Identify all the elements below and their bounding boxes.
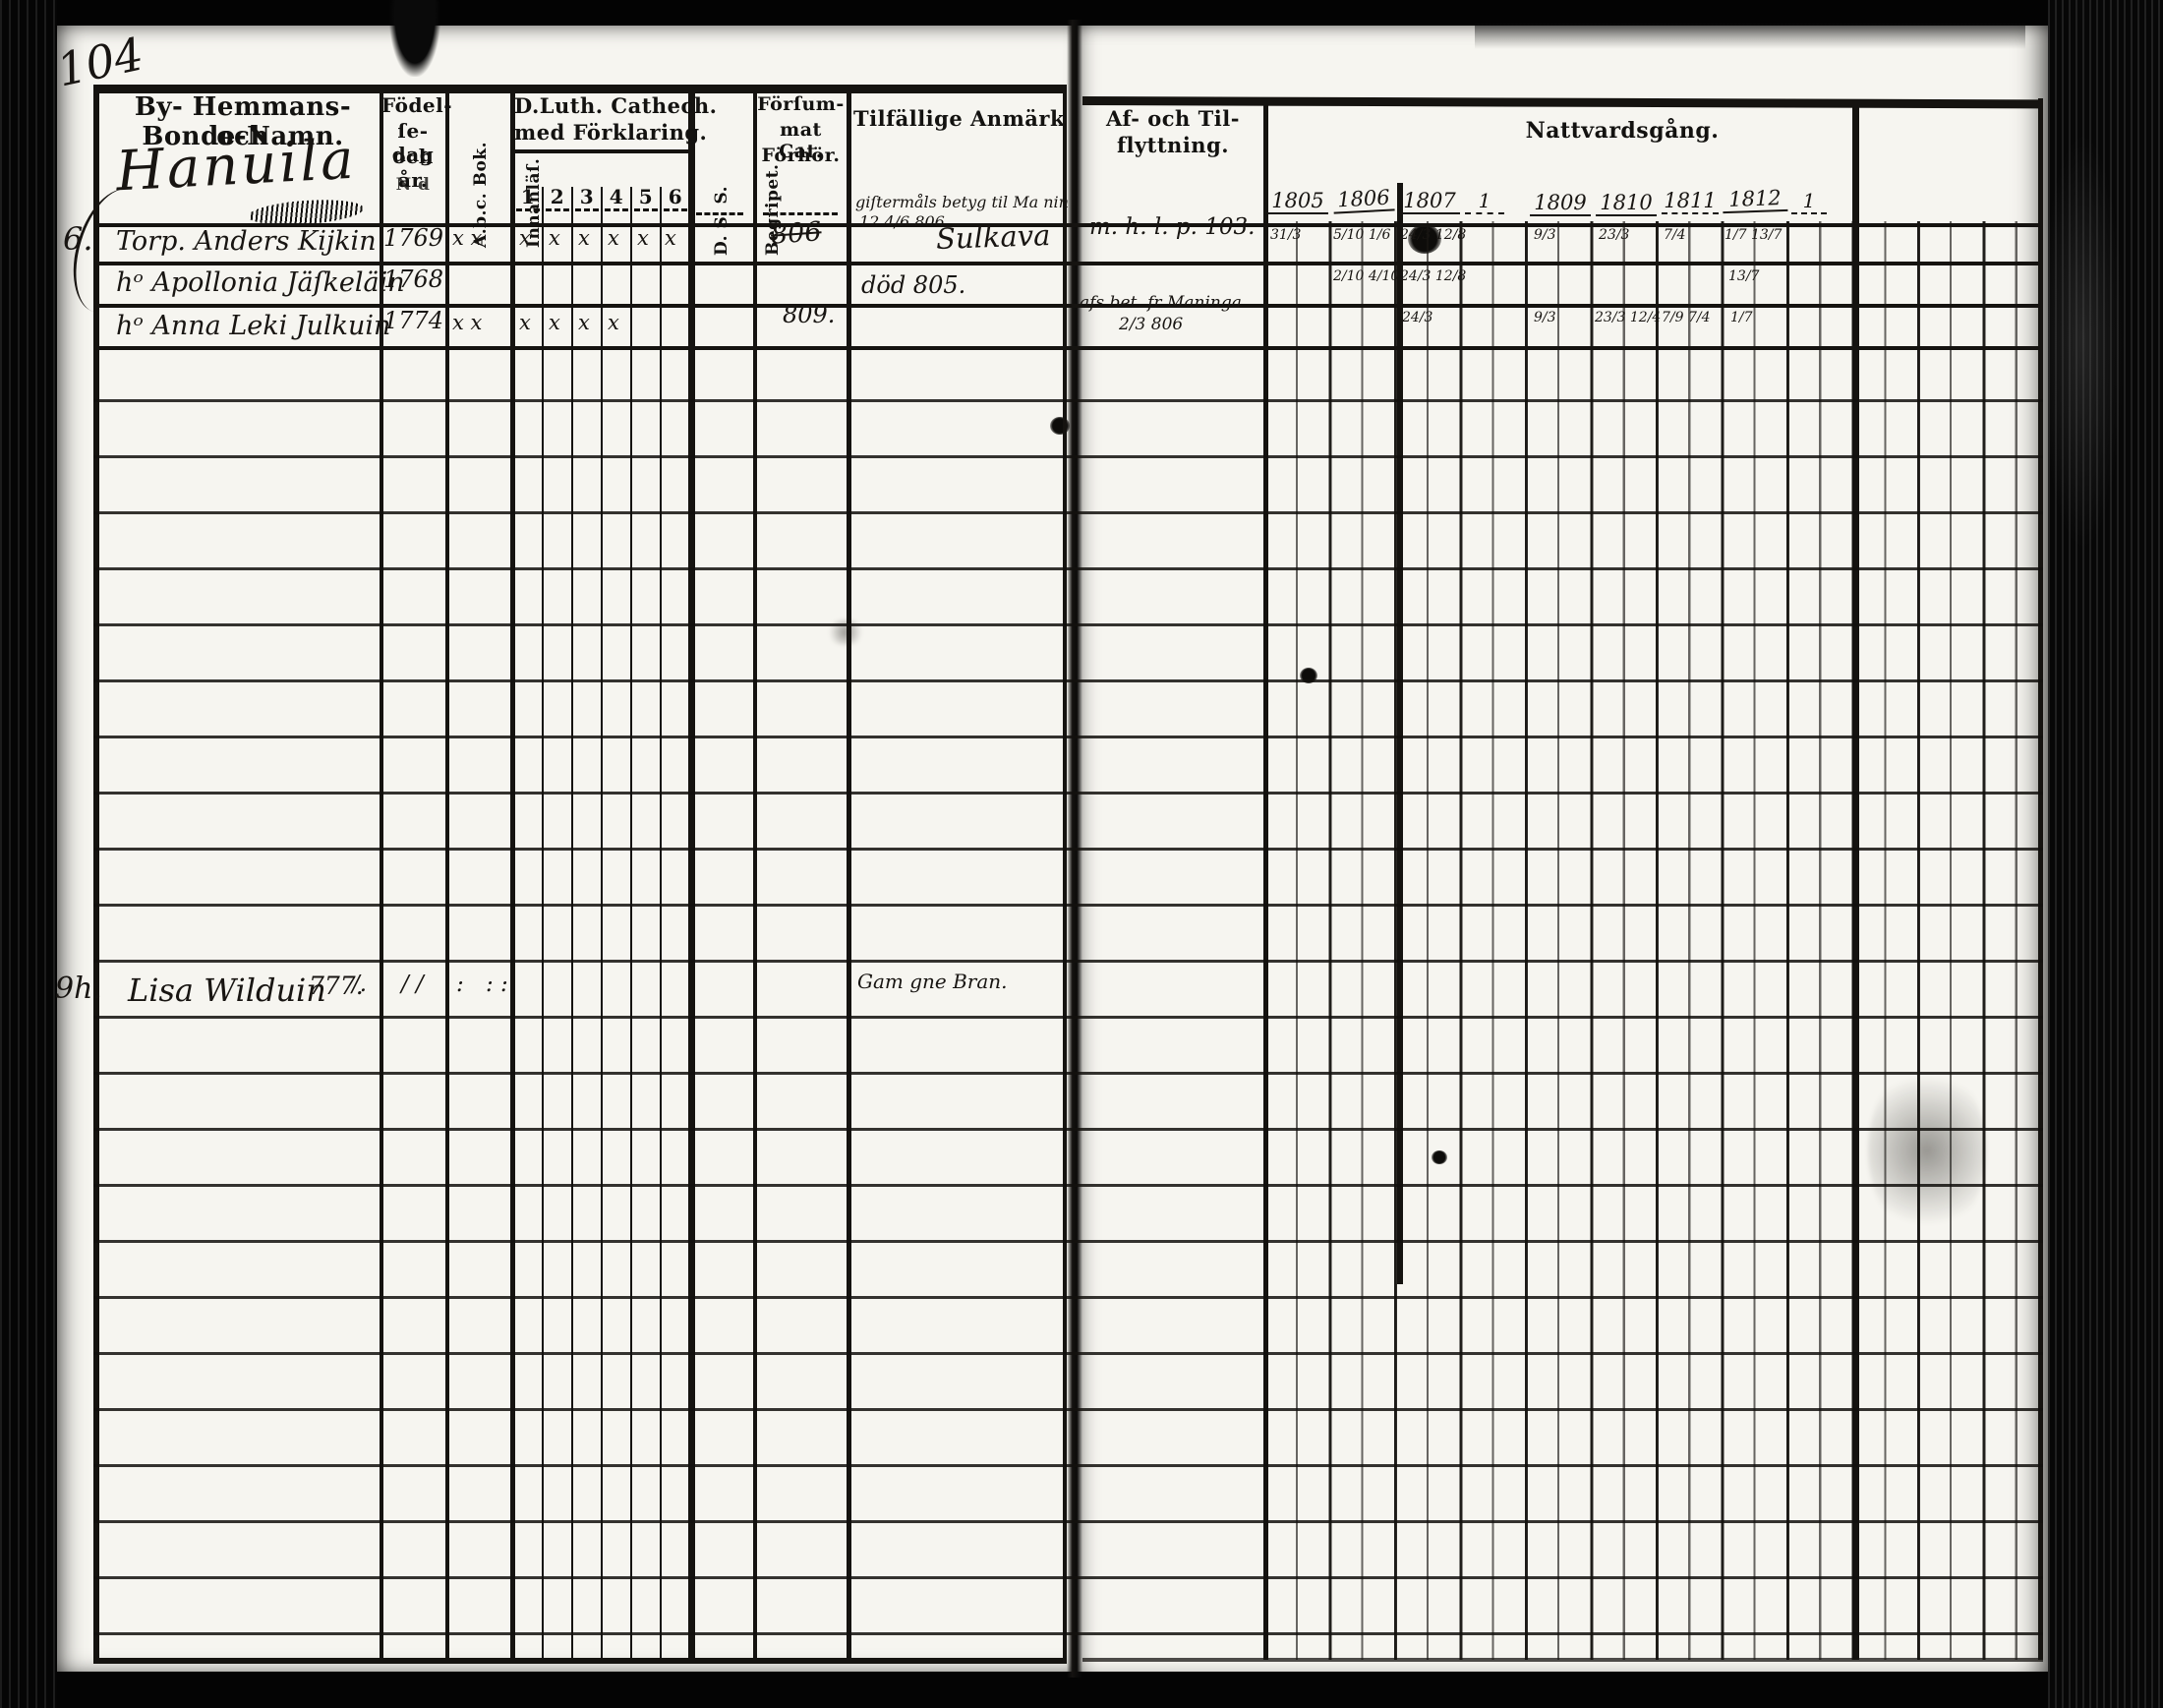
communion-mark: 31/3 [1270,227,1302,243]
remark: giſtermåls betyg til Ma nin [855,193,1069,211]
abc-marks: /. [352,972,368,997]
communion-mark: 24/3 12/8 [1400,268,1467,284]
col-header-flyttning-2: flyttning. [1116,133,1230,157]
remark: 12 4/6 806. [859,212,950,231]
person-name: Torp. Anders Kijkin [116,226,377,257]
col-header-birth-3: och år. [392,145,434,192]
ink-tear-mark [389,0,440,77]
year-label: 1805 [1267,189,1328,214]
cathech-col-4: 4 [605,185,628,211]
abc-marks: x x [452,226,483,250]
village-name: Hanuila [114,127,359,205]
communion-mark: 7/9 7/4 [1662,310,1711,325]
moved-entry: afs bet. fr Maninga [1080,293,1242,313]
communion-mark: 9/3 [1534,310,1556,325]
year-label: 1807 [1399,189,1460,214]
cathech-mark: x [519,311,531,334]
cathech-mark: / / [401,972,424,997]
year-label: 1811 [1662,189,1719,214]
birth-year: 1768. [383,265,451,293]
col-header-forsummat-1: Förſum- [757,93,845,115]
grid-line-h [93,304,2043,308]
cathech-mark: x [549,226,560,250]
year-label: 1812 [1722,185,1788,214]
scan-edge-bottom [0,1672,2163,1708]
birth-year: 777. [309,972,364,1000]
communion-mark: 13/7 [1728,268,1760,284]
cathech-mark: x [665,226,676,250]
year-label: 1 [1465,189,1504,214]
forsummat-entry: 806 [769,216,823,251]
cathech-mark: x [578,311,590,334]
forsummat-entry: 809. [783,301,836,328]
col-header-abc: A.b.c. Bok. Innanläſ. [471,141,544,248]
birth-year: 1774. [383,307,451,334]
grid-line-h [93,262,2043,265]
col-header-flyttning-1: Af- och Til- [1106,106,1240,131]
scan-edge-left [0,0,57,1708]
cathech-col-5: 5 [634,185,658,211]
col-header-forsummat-2: mat Cat. [779,119,823,162]
remark: död 805. [861,271,966,299]
household-number: 9h. [55,972,102,1006]
grid-line-h [696,212,743,215]
col-header-birth-4: N d [395,175,431,195]
birth-year: 1769. [383,224,451,252]
col-header-anmarkning: Tilfällige Anmärkning [853,106,1065,131]
col-header-forsummat-3: Förhör. [761,145,841,166]
cathech-mark: x [608,311,619,334]
person-name: hᵒ Apollonia Jäſkeläin [116,267,405,298]
grid-line-h [93,346,2043,350]
grid-line-h [512,149,690,153]
remark-place: Sulkava [935,217,1051,257]
communion-mark: 1/7 13/7 [1725,227,1783,243]
col-header-birth-1: Födel- [381,93,453,117]
communion-mark: 1/7 [1730,310,1753,325]
year-label: 1809 [1530,191,1591,216]
col-header-nattvardsgang: Nattvardsgång. [1525,118,1720,144]
cathech-col-3: 3 [575,185,599,211]
col-header-cathech-2: med Förklaring. [514,120,708,145]
col-header-names-1: By- Hemmans- och [134,92,352,151]
communion-mark: 23/3 12/4 [1595,310,1662,325]
cathech-mark: x [578,226,590,250]
cathech-mark: x [608,226,619,250]
cathech-mark: : [456,972,464,997]
grid-line-h [93,85,1067,93]
communion-mark: 2/10 4/10 [1333,268,1400,284]
cathech-mark: x [519,226,531,250]
cathech-mark: x [637,226,649,250]
col-header-begripet: D. S. S. Begripet. [712,163,783,256]
remark: Gam gne Bran. [857,970,1008,993]
year-label: 1806 [1332,185,1395,214]
row-lines [93,399,2043,1662]
communion-mark: 24/3 12/8 [1400,227,1467,243]
household-number: 6. [63,220,93,258]
cathech-mark: : : [486,972,508,997]
communion-mark: 5/10 1/6 [1333,227,1391,243]
abc-marks: x x [452,311,483,334]
grid-line-h [93,223,2043,227]
person-name: hᵒ Anna Leki Julkuin [116,311,391,341]
cathech-mark: x [549,311,560,334]
communion-mark: 24/3 [1402,310,1433,325]
communion-mark: 9/3 [1534,227,1556,243]
cathech-col-6: 6 [664,185,687,211]
scan-edge-right [2048,0,2163,1708]
col-header-names-2: Bonde-Namn. [142,122,344,151]
col-header-cathech-1: D.Luth. Cathech. [514,93,718,118]
cathech-col-1: 1 [516,185,540,211]
year-label: 1 [1791,189,1827,214]
moved-entry: m. h. l. p. 103. [1089,214,1256,240]
cathech-col-2: 2 [546,185,569,211]
scan-smudge [1475,24,2025,49]
grid-line-h [763,212,838,215]
year-label: 1810 [1596,191,1657,216]
person-name: Lisa Wilduin [128,972,326,1009]
communion-mark: 7/4 [1664,227,1686,243]
communion-mark: 23/3 [1599,227,1630,243]
moved-entry: 2/3 806 [1119,315,1184,334]
col-header-birth-2: ſe-dag [391,119,435,166]
